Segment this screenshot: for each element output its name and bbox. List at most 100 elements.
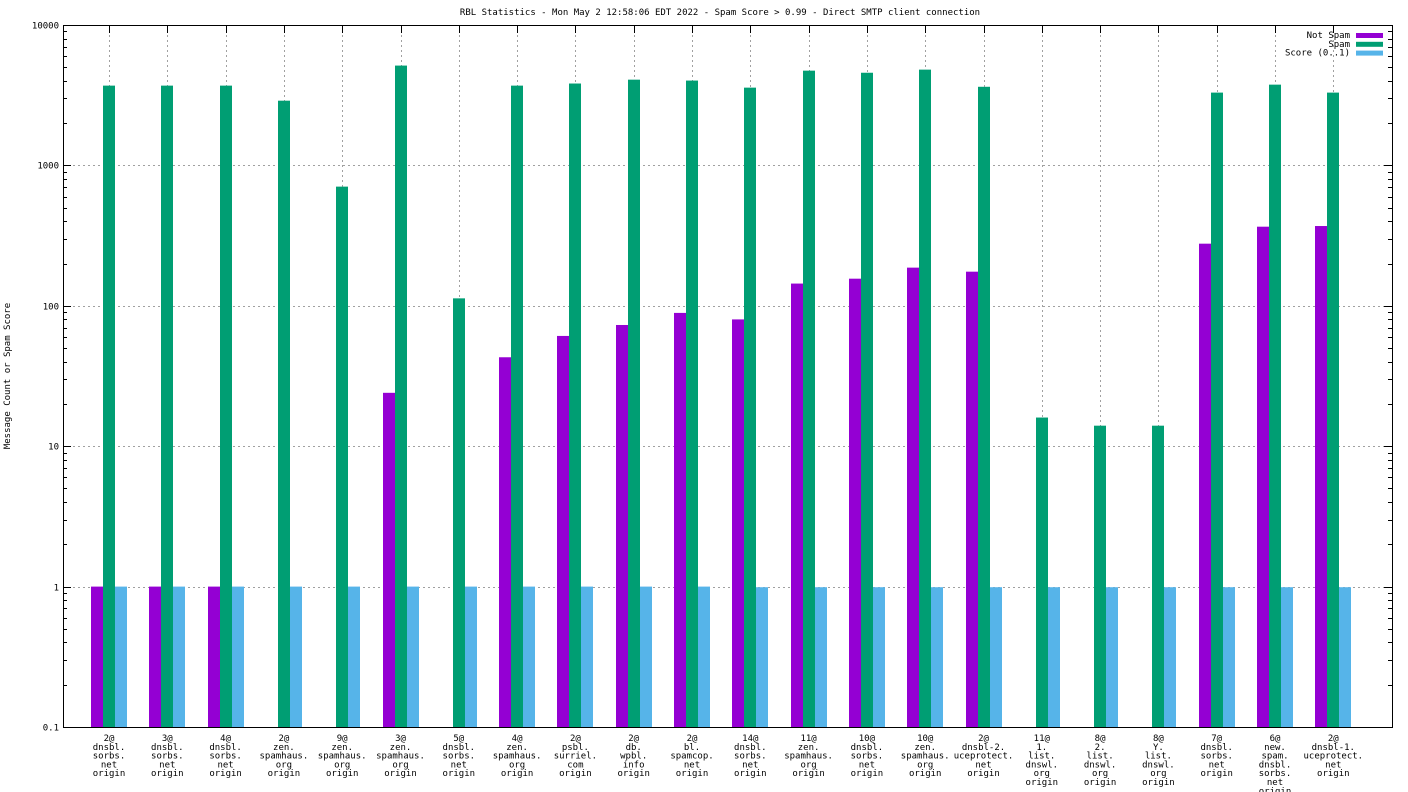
x-tick-label: sorbs.	[443, 752, 476, 762]
x-tick-label: net	[1325, 760, 1341, 770]
x-tick-label: 5@	[453, 734, 464, 744]
bar-not-spam	[557, 335, 569, 727]
x-tick-label: net	[859, 760, 875, 770]
x-tick-label: origin	[1200, 769, 1233, 779]
bar-score	[523, 586, 535, 727]
x-tick-label: sorbs.	[1200, 752, 1233, 762]
bar-not-spam	[208, 586, 220, 727]
bar-score	[1339, 587, 1351, 727]
x-tick-label: 6@	[1270, 734, 1281, 744]
bar-spam	[395, 65, 407, 727]
x-tick-label: 9@	[337, 734, 348, 744]
x-tick-label: 11@	[800, 734, 817, 744]
x-tick-label: 2@	[104, 734, 115, 744]
bar-score	[290, 586, 302, 727]
bar-score	[465, 586, 477, 727]
bar-spam	[1036, 417, 1048, 727]
x-tick-label: sorbs.	[1259, 769, 1292, 779]
x-tick-label: dnswl.	[1084, 760, 1117, 770]
bar-not-spam	[1257, 226, 1269, 727]
x-tick-labels: 2@dnsbl.sorbs.netorigin3@dnsbl.sorbs.net…	[93, 734, 1363, 792]
bar-spam	[1094, 425, 1106, 727]
bar-not-spam	[91, 586, 103, 727]
bar-spam	[686, 80, 698, 728]
x-tick-label: net	[451, 760, 467, 770]
y-tick-label: 10000	[32, 22, 59, 32]
y-tick-label: 10	[48, 443, 59, 453]
x-tick-label: dnsbl.	[93, 743, 126, 753]
bar-not-spam	[732, 319, 744, 727]
bar-spam	[628, 79, 640, 727]
bar-score	[756, 587, 768, 727]
bar-score	[232, 586, 244, 727]
x-tick-label: zen.	[506, 743, 528, 753]
x-tick-label: 2@	[687, 734, 698, 744]
x-tick-label: spamhaus.	[901, 752, 950, 762]
x-tick-label: spamhaus.	[784, 752, 833, 762]
bar-spam	[511, 85, 523, 727]
bar-score	[815, 587, 827, 727]
bars	[91, 65, 1351, 728]
bar-spam	[1269, 84, 1281, 728]
x-tick-label: Y.	[1153, 743, 1164, 753]
bar-score	[115, 586, 127, 727]
legend-label: Not Spam	[1307, 31, 1350, 41]
x-tick-label: net	[742, 760, 758, 770]
y-axis-label: Message Count or Spam Score	[3, 303, 13, 449]
bar-not-spam	[907, 267, 919, 727]
bar-score	[640, 586, 652, 727]
x-tick-label: origin	[151, 769, 184, 779]
x-tick-label: 10@	[859, 734, 876, 744]
x-tick-label: net	[1209, 760, 1225, 770]
bar-not-spam	[791, 283, 803, 727]
bar-score	[1223, 587, 1235, 727]
x-tick-label: list.	[1028, 752, 1055, 762]
legend-swatch	[1356, 41, 1383, 47]
y-tick-label: 0.1	[43, 724, 59, 734]
x-tick-label: uceprotect.	[1303, 752, 1363, 762]
bar-not-spam	[674, 312, 686, 727]
x-tick-label: 4@	[512, 734, 523, 744]
x-tick-label: 2@	[278, 734, 289, 744]
bar-spam	[569, 83, 581, 727]
x-tick-label: origin	[326, 769, 359, 779]
x-tick-label: uceprotect.	[954, 752, 1014, 762]
x-tick-label: new.	[1264, 743, 1286, 753]
chart-title: RBL Statistics - Mon May 2 12:58:06 EDT …	[460, 8, 980, 18]
x-tick-label: net	[217, 760, 233, 770]
bar-not-spam	[383, 392, 395, 727]
x-tick-label: zen.	[914, 743, 936, 753]
x-tick-label: origin	[909, 769, 942, 779]
x-tick-label: dnsbl.	[851, 743, 884, 753]
x-tick-label: origin	[1026, 778, 1059, 788]
bar-score	[931, 587, 943, 727]
bar-spam	[1211, 92, 1223, 727]
bar-spam	[744, 87, 756, 727]
x-tick-label: 8@	[1153, 734, 1164, 744]
x-tick-label: spamhaus.	[260, 752, 309, 762]
bar-spam	[453, 298, 465, 727]
x-tick-label: db.	[626, 743, 642, 753]
x-tick-label: net	[101, 760, 117, 770]
x-tick-label: list.	[1087, 752, 1114, 762]
bar-score	[407, 586, 419, 727]
bar-spam	[161, 85, 173, 727]
x-tick-label: org	[334, 760, 350, 770]
x-tick-label: 8@	[1095, 734, 1106, 744]
bar-score	[873, 587, 885, 727]
legend-swatch	[1356, 33, 1383, 38]
bar-spam	[336, 186, 348, 728]
x-tick-label: dnsbl.	[734, 743, 767, 753]
x-tick-label: 2@	[978, 734, 989, 744]
x-tick-label: 2.	[1095, 743, 1106, 753]
x-tick-label: 14@	[742, 734, 759, 744]
x-tick-label: 2@	[1328, 734, 1339, 744]
x-tick-label: 2@	[570, 734, 581, 744]
x-tick-label: zen.	[390, 743, 412, 753]
x-tick-label: dnsbl.	[1259, 760, 1292, 770]
y-tick-label: 1000	[37, 162, 59, 172]
x-tick-label: zen.	[331, 743, 353, 753]
x-tick-label: sorbs.	[851, 752, 884, 762]
bar-spam	[978, 86, 990, 727]
